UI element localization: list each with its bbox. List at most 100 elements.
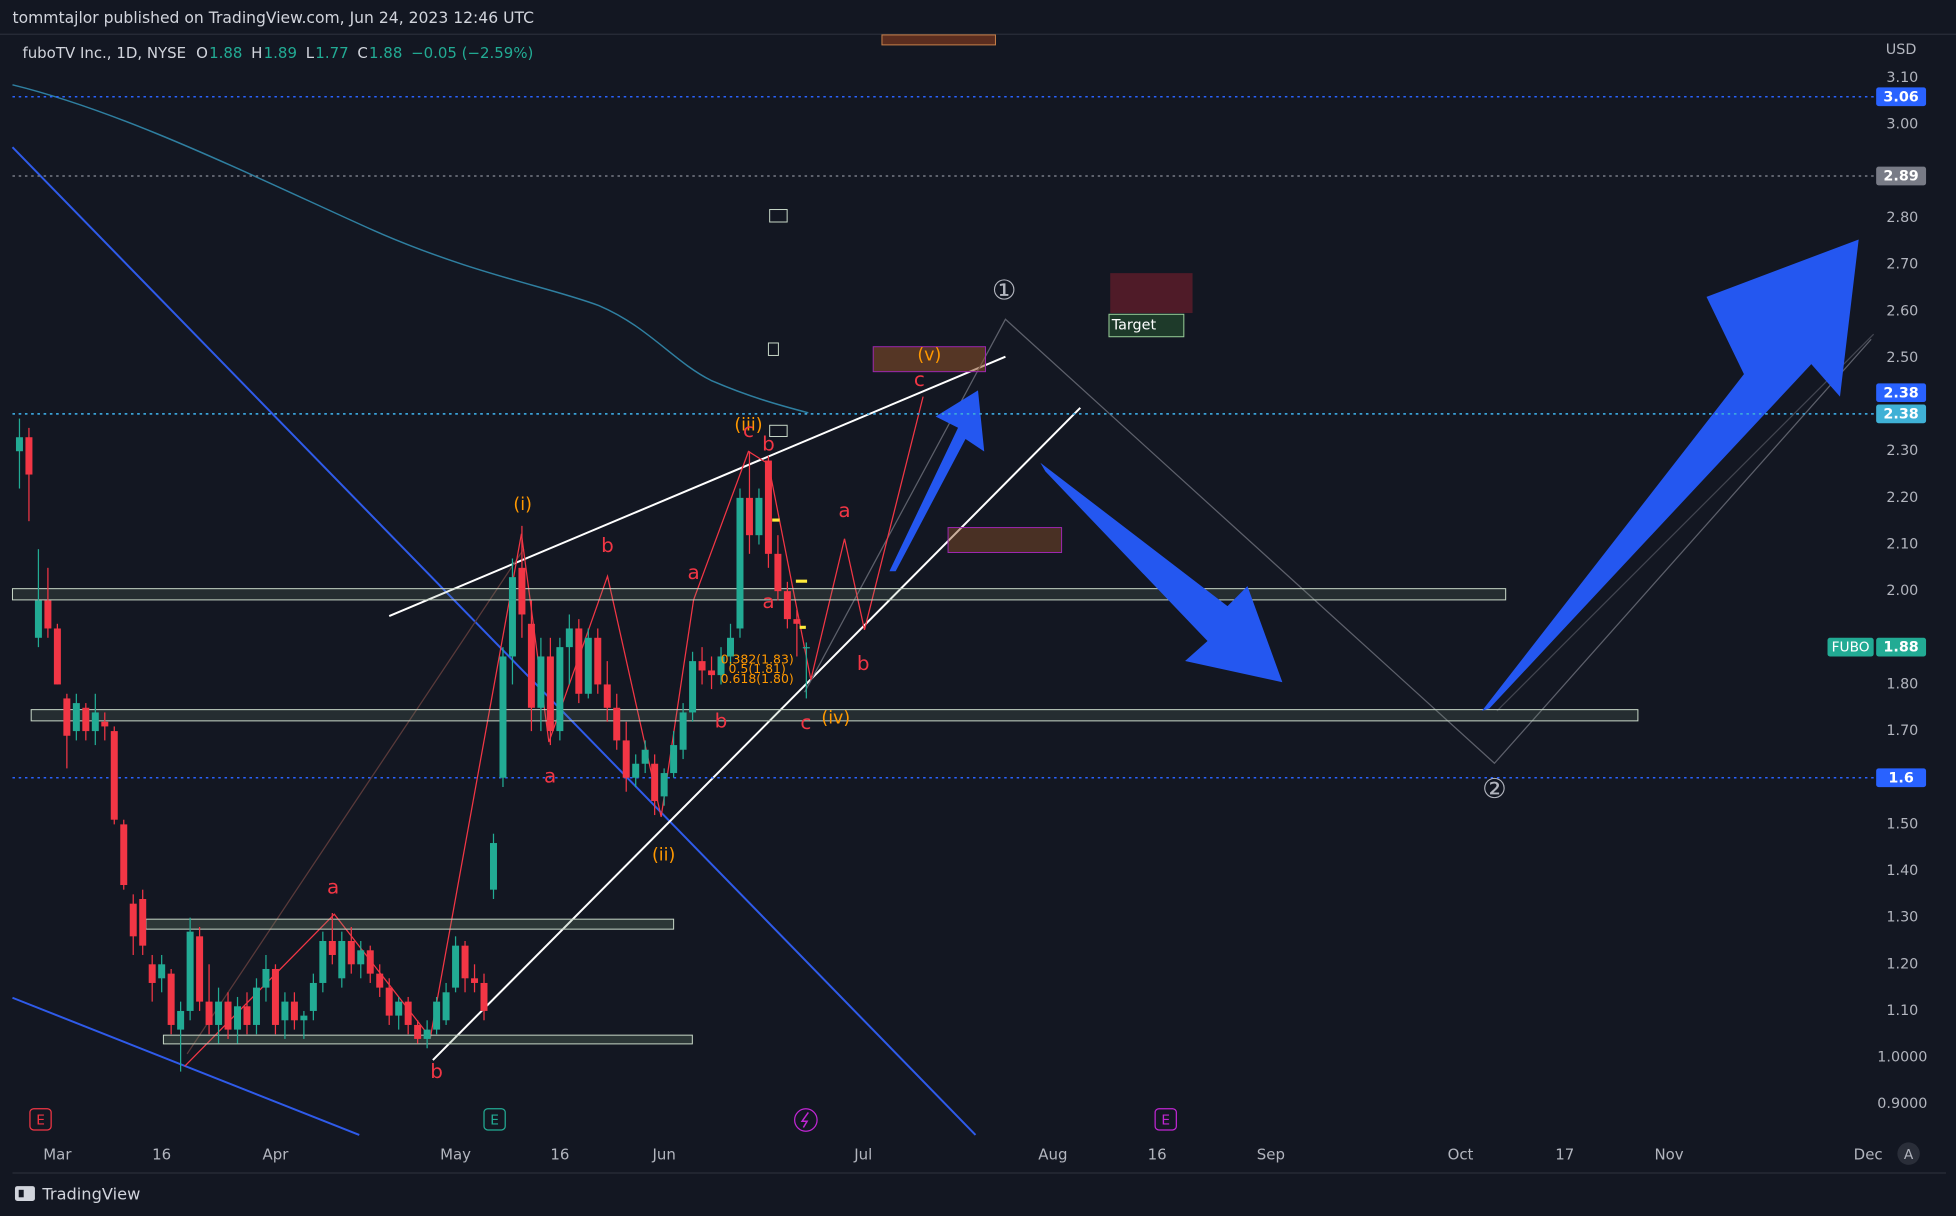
trend-line xyxy=(12,996,360,1136)
candle-body xyxy=(565,628,573,648)
candle-body xyxy=(215,1001,223,1025)
candle-body xyxy=(148,964,156,983)
candle-body xyxy=(366,950,374,974)
candle-body xyxy=(347,940,355,965)
y-tick-label: 1.10 xyxy=(1886,1003,1918,1019)
scale-button[interactable] xyxy=(1897,1142,1920,1165)
candle-body xyxy=(594,637,602,685)
x-tick-label: Dec xyxy=(1854,1145,1883,1163)
event-label: E xyxy=(1161,1113,1170,1129)
zone xyxy=(30,709,1639,722)
candle-body xyxy=(53,628,61,685)
legend-value: 1.88 xyxy=(369,44,402,62)
candle-body xyxy=(110,731,118,820)
zone xyxy=(145,918,675,930)
y-tick-label: 2.30 xyxy=(1886,443,1918,459)
candle-body xyxy=(328,940,336,955)
candle-body xyxy=(44,600,52,629)
y-tick-label: 3.10 xyxy=(1886,70,1918,86)
symbol-label-box xyxy=(1827,637,1874,657)
legend-value: 1.89 xyxy=(264,44,297,62)
candle-body xyxy=(499,656,507,778)
event-icon xyxy=(794,1108,818,1132)
candle-body xyxy=(423,1029,431,1039)
event-label: E xyxy=(490,1113,499,1129)
candle-body xyxy=(537,656,545,708)
candle-body xyxy=(101,721,109,727)
annotation: ① xyxy=(992,275,1017,306)
candle-body xyxy=(802,647,810,649)
chart-title: fuboTV Inc., 1D, NYSE xyxy=(22,44,186,62)
trend-line xyxy=(432,407,1081,1061)
candle-body xyxy=(622,740,630,778)
candle-body xyxy=(139,899,147,946)
x-tick-label: Sep xyxy=(1257,1145,1285,1163)
event-label: E xyxy=(36,1113,45,1129)
annotation: c xyxy=(914,367,925,391)
x-tick-label: Aug xyxy=(1038,1145,1067,1163)
candles xyxy=(15,418,810,1072)
candle-body xyxy=(158,964,166,979)
candle-body xyxy=(385,987,393,1016)
candle-body xyxy=(641,749,649,764)
candle-body xyxy=(480,982,488,1011)
target-label-box xyxy=(1108,313,1185,338)
price-label: 2.38 xyxy=(1883,407,1918,423)
legend-key: L xyxy=(306,44,315,62)
event-icon xyxy=(1154,1108,1177,1131)
y-tick-label: 2.70 xyxy=(1886,257,1918,273)
y-tick-label: 2.60 xyxy=(1886,303,1918,319)
candle-body xyxy=(338,940,346,979)
candle-body xyxy=(224,1001,232,1030)
candle-body xyxy=(783,591,791,620)
x-tick-label: 16 xyxy=(152,1145,171,1163)
moving-average xyxy=(12,84,809,414)
y-tick-label: 2.80 xyxy=(1886,210,1918,226)
candle-body xyxy=(689,661,697,713)
price-label-box xyxy=(1876,87,1927,107)
scale-button-label[interactable]: A xyxy=(1904,1147,1914,1163)
candle-body xyxy=(584,637,592,694)
candle-body xyxy=(508,577,516,657)
x-tick-label: 17 xyxy=(1555,1145,1574,1163)
candle-body xyxy=(414,1024,422,1039)
candle-body xyxy=(651,763,659,802)
legend-value: 1.77 xyxy=(315,44,348,62)
box xyxy=(881,34,996,46)
drawings xyxy=(11,34,1875,1136)
y-tick-label: 1.80 xyxy=(1886,676,1918,692)
candle-body xyxy=(717,656,725,676)
candle-body xyxy=(72,703,80,732)
candle-body xyxy=(300,1015,308,1021)
annotation: a xyxy=(838,498,850,522)
brand: TradingView xyxy=(41,1184,140,1203)
symbol-label: FUBO xyxy=(1832,640,1870,656)
x-tick-label: May xyxy=(440,1145,471,1163)
candle-body xyxy=(755,497,763,536)
annotation: c xyxy=(743,418,754,442)
wave-path xyxy=(184,396,924,1067)
box xyxy=(947,527,1063,553)
y-tick-label: 1.20 xyxy=(1886,956,1918,972)
fib-marks xyxy=(772,518,808,629)
x-tick-label: Jul xyxy=(853,1145,872,1163)
annotation: b xyxy=(857,651,870,675)
annotation: b xyxy=(715,709,728,733)
candle-body xyxy=(177,1010,185,1030)
y-tick-label: 1.0000 xyxy=(1877,1050,1927,1066)
x-tick-label: Jun xyxy=(651,1145,675,1163)
candle-body xyxy=(632,763,640,778)
candle-body xyxy=(252,987,260,1025)
candle-body xyxy=(546,656,554,732)
y-tick-label: 1.50 xyxy=(1886,816,1918,832)
legend-key: C xyxy=(357,44,367,62)
candle-body xyxy=(471,978,479,983)
candle-body xyxy=(613,707,621,741)
event-icon xyxy=(29,1108,52,1131)
candle-body xyxy=(34,600,42,638)
x-tick-label: Nov xyxy=(1654,1145,1683,1163)
candle-body xyxy=(527,623,535,708)
annotation: 0.382(1.83) xyxy=(721,651,794,666)
legend-value: 1.88 xyxy=(209,44,242,62)
